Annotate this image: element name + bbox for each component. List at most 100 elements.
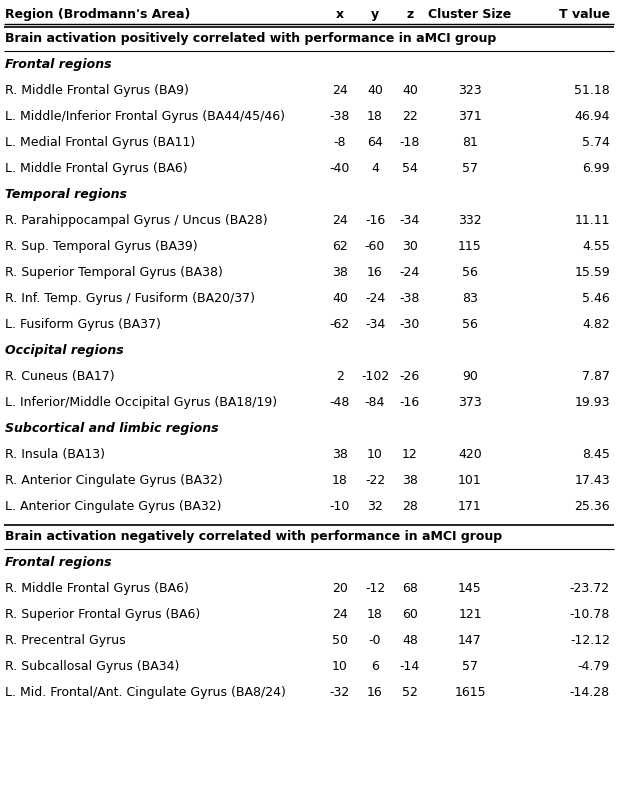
Text: -32: -32 — [330, 685, 350, 698]
Text: 16: 16 — [367, 266, 383, 279]
Text: 40: 40 — [402, 84, 418, 97]
Text: 12: 12 — [402, 447, 418, 460]
Text: 16: 16 — [367, 685, 383, 698]
Text: 5.46: 5.46 — [582, 291, 610, 304]
Text: R. Middle Frontal Gyrus (BA9): R. Middle Frontal Gyrus (BA9) — [5, 84, 189, 97]
Text: R. Insula (BA13): R. Insula (BA13) — [5, 447, 105, 460]
Text: 28: 28 — [402, 499, 418, 512]
Text: z: z — [407, 8, 413, 21]
Text: 40: 40 — [367, 84, 383, 97]
Text: 10: 10 — [332, 659, 348, 672]
Text: 52: 52 — [402, 685, 418, 698]
Text: 2: 2 — [336, 369, 344, 382]
Text: -102: -102 — [361, 369, 389, 382]
Text: 64: 64 — [367, 136, 383, 149]
Text: -4.79: -4.79 — [578, 659, 610, 672]
Text: 171: 171 — [458, 499, 482, 512]
Text: 18: 18 — [332, 474, 348, 487]
Text: -60: -60 — [365, 240, 385, 253]
Text: -16: -16 — [365, 214, 385, 226]
Text: Subcortical and limbic regions: Subcortical and limbic regions — [5, 422, 219, 434]
Text: -14: -14 — [400, 659, 420, 672]
Text: -24: -24 — [365, 291, 385, 304]
Text: -38: -38 — [400, 291, 420, 304]
Text: 7.87: 7.87 — [582, 369, 610, 382]
Text: 56: 56 — [462, 318, 478, 331]
Text: Frontal regions: Frontal regions — [5, 556, 112, 569]
Text: 38: 38 — [402, 474, 418, 487]
Text: 147: 147 — [458, 634, 482, 646]
Text: -30: -30 — [400, 318, 420, 331]
Text: 51.18: 51.18 — [574, 84, 610, 97]
Text: Brain activation positively correlated with performance in aMCI group: Brain activation positively correlated w… — [5, 32, 496, 45]
Text: Temporal regions: Temporal regions — [5, 188, 127, 201]
Text: -34: -34 — [365, 318, 385, 331]
Text: -62: -62 — [330, 318, 350, 331]
Text: L. Middle/Inferior Frontal Gyrus (BA44/45/46): L. Middle/Inferior Frontal Gyrus (BA44/4… — [5, 110, 285, 123]
Text: 332: 332 — [458, 214, 482, 226]
Text: -48: -48 — [330, 396, 350, 409]
Text: L. Anterior Cingulate Gyrus (BA32): L. Anterior Cingulate Gyrus (BA32) — [5, 499, 221, 512]
Text: -23.72: -23.72 — [570, 581, 610, 594]
Text: 38: 38 — [332, 266, 348, 279]
Text: 40: 40 — [332, 291, 348, 304]
Text: 18: 18 — [367, 110, 383, 123]
Text: y: y — [371, 8, 379, 21]
Text: 48: 48 — [402, 634, 418, 646]
Text: R. Parahippocampal Gyrus / Uncus (BA28): R. Parahippocampal Gyrus / Uncus (BA28) — [5, 214, 268, 226]
Text: -84: -84 — [365, 396, 385, 409]
Text: R. Superior Frontal Gyrus (BA6): R. Superior Frontal Gyrus (BA6) — [5, 607, 200, 620]
Text: 19.93: 19.93 — [575, 396, 610, 409]
Text: T value: T value — [559, 8, 610, 21]
Text: 420: 420 — [458, 447, 482, 460]
Text: L. Inferior/Middle Occipital Gyrus (BA18/19): L. Inferior/Middle Occipital Gyrus (BA18… — [5, 396, 277, 409]
Text: -10: -10 — [330, 499, 350, 512]
Text: 20: 20 — [332, 581, 348, 594]
Text: 8.45: 8.45 — [582, 447, 610, 460]
Text: 6.99: 6.99 — [582, 161, 610, 175]
Text: -24: -24 — [400, 266, 420, 279]
Text: 25.36: 25.36 — [574, 499, 610, 512]
Text: -14.28: -14.28 — [570, 685, 610, 698]
Text: 18: 18 — [367, 607, 383, 620]
Text: -18: -18 — [400, 136, 420, 149]
Text: 62: 62 — [332, 240, 348, 253]
Text: -12.12: -12.12 — [570, 634, 610, 646]
Text: 22: 22 — [402, 110, 418, 123]
Text: 24: 24 — [332, 214, 348, 226]
Text: -12: -12 — [365, 581, 385, 594]
Text: 371: 371 — [458, 110, 482, 123]
Text: L. Medial Frontal Gyrus (BA11): L. Medial Frontal Gyrus (BA11) — [5, 136, 195, 149]
Text: Occipital regions: Occipital regions — [5, 344, 124, 357]
Text: L. Fusiform Gyrus (BA37): L. Fusiform Gyrus (BA37) — [5, 318, 161, 331]
Text: 83: 83 — [462, 291, 478, 304]
Text: 32: 32 — [367, 499, 383, 512]
Text: -0: -0 — [369, 634, 381, 646]
Text: R. Anterior Cingulate Gyrus (BA32): R. Anterior Cingulate Gyrus (BA32) — [5, 474, 222, 487]
Text: R. Inf. Temp. Gyrus / Fusiform (BA20/37): R. Inf. Temp. Gyrus / Fusiform (BA20/37) — [5, 291, 255, 304]
Text: -40: -40 — [330, 161, 350, 175]
Text: Brain activation negatively correlated with performance in aMCI group: Brain activation negatively correlated w… — [5, 529, 502, 542]
Text: -34: -34 — [400, 214, 420, 226]
Text: 323: 323 — [458, 84, 482, 97]
Text: 373: 373 — [458, 396, 482, 409]
Text: R. Superior Temporal Gyrus (BA38): R. Superior Temporal Gyrus (BA38) — [5, 266, 223, 279]
Text: -8: -8 — [334, 136, 346, 149]
Text: x: x — [336, 8, 344, 21]
Text: 115: 115 — [458, 240, 482, 253]
Text: 46.94: 46.94 — [575, 110, 610, 123]
Text: 57: 57 — [462, 161, 478, 175]
Text: 68: 68 — [402, 581, 418, 594]
Text: 56: 56 — [462, 266, 478, 279]
Text: 145: 145 — [458, 581, 482, 594]
Text: R. Subcallosal Gyrus (BA34): R. Subcallosal Gyrus (BA34) — [5, 659, 179, 672]
Text: 5.74: 5.74 — [582, 136, 610, 149]
Text: Region (Brodmann's Area): Region (Brodmann's Area) — [5, 8, 190, 21]
Text: -10.78: -10.78 — [570, 607, 610, 620]
Text: 121: 121 — [458, 607, 482, 620]
Text: 10: 10 — [367, 447, 383, 460]
Text: R. Precentral Gyrus: R. Precentral Gyrus — [5, 634, 125, 646]
Text: 101: 101 — [458, 474, 482, 487]
Text: 17.43: 17.43 — [574, 474, 610, 487]
Text: R. Sup. Temporal Gyrus (BA39): R. Sup. Temporal Gyrus (BA39) — [5, 240, 198, 253]
